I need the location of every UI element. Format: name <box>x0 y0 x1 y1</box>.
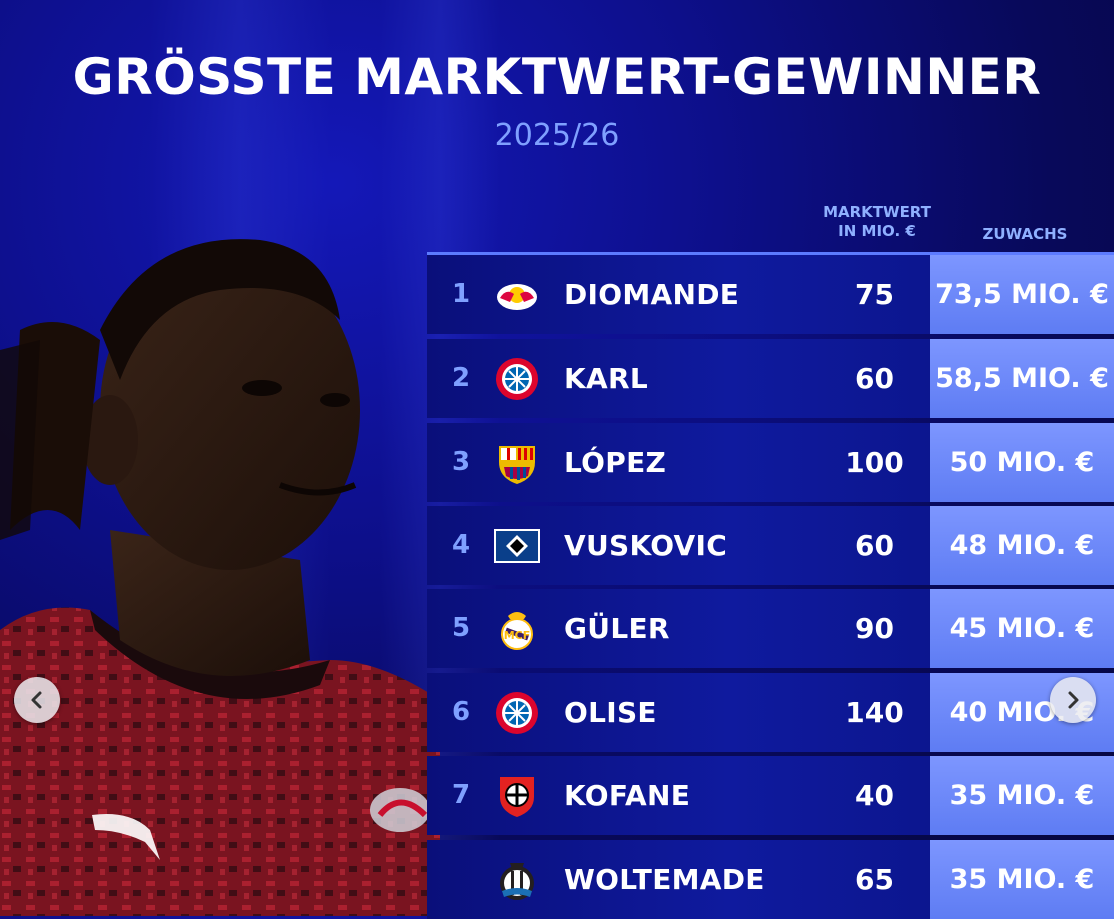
newcastle-united-logo-icon <box>500 863 534 900</box>
rank-number: 6 <box>451 697 471 727</box>
rb-leipzig-logo-icon <box>497 284 537 310</box>
table-row: 2 KARL 60 58,5 MIO. € <box>427 339 1114 418</box>
rank-number: 7 <box>451 780 471 810</box>
rank-number: 5 <box>451 613 471 643</box>
rank-number: 4 <box>451 530 471 560</box>
rank-number: 1 <box>451 279 471 309</box>
svg-text:MCF: MCF <box>504 629 531 642</box>
rank-number: 3 <box>451 447 471 477</box>
column-header-zuwachs: ZUWACHS <box>982 225 1068 243</box>
player-name: OLISE <box>564 696 657 729</box>
table-top-border <box>427 252 1114 255</box>
next-slide-button[interactable] <box>1050 677 1096 723</box>
rank-number <box>449 840 473 919</box>
player-name: LÓPEZ <box>564 446 667 479</box>
table-row: WOLTEMADE 65 35 MIO. € <box>427 840 1114 919</box>
player-name: KOFANE <box>564 779 691 812</box>
page-title: GRÖSSTE MARKTWERT-GEWINNER <box>72 48 1042 106</box>
market-value: 60 <box>855 362 894 395</box>
column-header-marktwert: MARKTWERT IN MIO. € <box>812 203 942 241</box>
season-label: 2025/26 <box>494 118 620 153</box>
player-photo <box>0 239 440 916</box>
market-value: 90 <box>855 612 894 645</box>
value-gain: 45 MIO. € <box>949 613 1095 644</box>
table-row: 1 DIOMANDE 75 73,5 MIO. € <box>427 255 1114 334</box>
market-value: 140 <box>845 696 904 729</box>
player-name: DIOMANDE <box>564 278 740 311</box>
bayer-leverkusen-logo-icon <box>500 777 534 817</box>
rank-number: 2 <box>451 363 471 393</box>
hamburger-sv-logo-icon <box>494 529 540 563</box>
previous-slide-button[interactable] <box>14 677 60 723</box>
player-name: GÜLER <box>564 612 670 645</box>
player-name: WOLTEMADE <box>564 863 765 896</box>
market-value: 60 <box>855 529 894 562</box>
market-value: 75 <box>855 278 894 311</box>
market-value: 100 <box>845 446 904 479</box>
column-header-marktwert-line1: MARKTWERT <box>823 203 931 221</box>
value-gain: 35 MIO. € <box>949 780 1095 811</box>
market-value: 65 <box>855 863 894 896</box>
table-row: 3 LÓPEZ 100 50 MIO. € <box>427 423 1114 502</box>
value-gain: 48 MIO. € <box>949 530 1095 561</box>
real-madrid-logo-icon: MCF <box>501 612 533 650</box>
fc-bayern-logo-icon <box>496 358 538 400</box>
chevron-right-icon <box>1068 691 1079 709</box>
table-row: 6 OLISE 140 40 MIO. € <box>427 673 1114 752</box>
player-name: KARL <box>564 362 648 395</box>
value-gain: 35 MIO. € <box>949 864 1095 895</box>
table-row: 4 VUSKOVIC 60 48 MIO. € <box>427 506 1114 585</box>
value-gain: 73,5 MIO. € <box>935 279 1109 310</box>
chevron-left-icon <box>31 691 42 709</box>
table-row: 5 MCF GÜLER 90 45 MIO. € <box>427 589 1114 668</box>
column-header-marktwert-line2: IN MIO. € <box>838 222 916 240</box>
fc-bayern-logo-icon <box>496 692 538 734</box>
value-gain: 50 MIO. € <box>949 447 1095 478</box>
value-gain: 58,5 MIO. € <box>935 363 1109 394</box>
fc-barcelona-logo-icon <box>499 446 535 484</box>
table-row: 7 KOFANE 40 35 MIO. € <box>427 756 1114 835</box>
player-name: VUSKOVIC <box>564 529 728 562</box>
market-value: 40 <box>855 779 894 812</box>
